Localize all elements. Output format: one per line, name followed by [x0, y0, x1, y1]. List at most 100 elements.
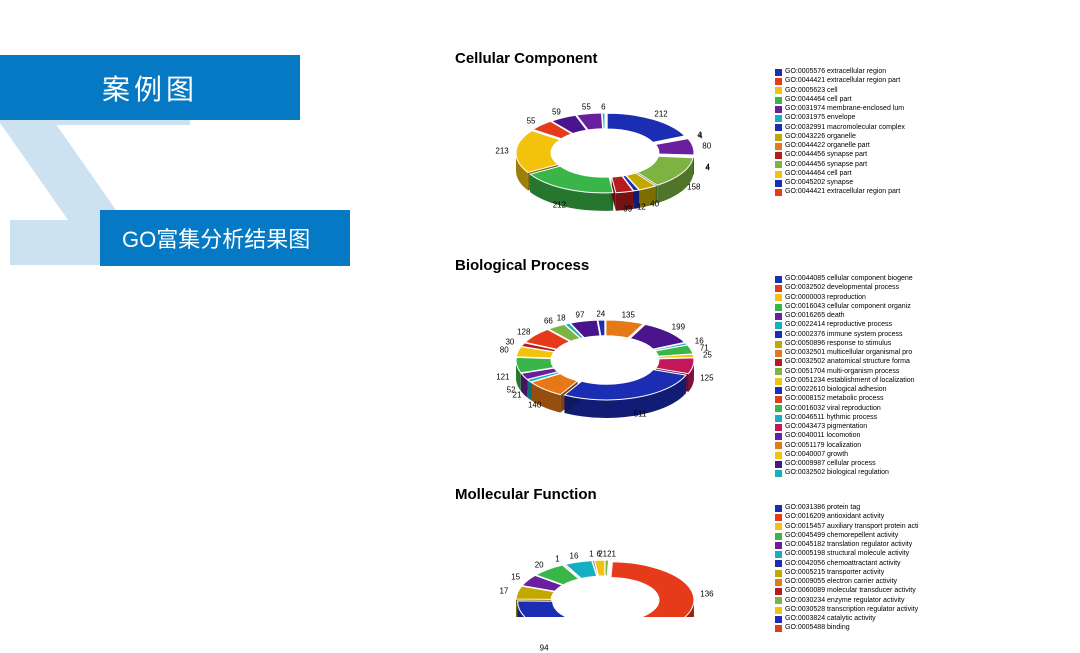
legend-item: GO:0044464 cell part: [775, 170, 905, 179]
legend-item: GO:0015457 auxiliary transport protein a…: [775, 523, 918, 532]
legend-text: GO:0051234 establishment of localization: [785, 377, 915, 386]
legend-item: GO:0031975 envelope: [775, 114, 905, 123]
slice-value-label: 213: [495, 147, 508, 156]
legend-item: GO:0022610 biological adhesion: [775, 386, 915, 395]
legend-text: GO:0040011 locomotion: [785, 432, 860, 441]
legend-text: GO:0044085 cellular component biogene: [785, 275, 913, 284]
slice-value-label: 80: [702, 141, 711, 150]
legend-swatch: [775, 331, 782, 338]
legend-text: GO:0044464 cell part: [785, 96, 852, 105]
legend-swatch: [775, 523, 782, 530]
legend-swatch: [775, 294, 782, 301]
legend-text: GO:0022414 reproductive process: [785, 321, 892, 330]
legend-item: GO:0032502 biological regulation: [775, 469, 915, 478]
legend-item: GO:0016043 cellular component organiz: [775, 303, 915, 312]
chart-row: Biological Process1351991671251255111402…: [455, 257, 1065, 478]
slice-value-label: 24: [596, 309, 605, 318]
legend-text: GO:0031386 protein tag: [785, 504, 860, 513]
legend-swatch: [775, 78, 782, 85]
legend-item: GO:0005576 extracellular region: [775, 68, 905, 77]
legend-swatch: [775, 579, 782, 586]
legend-text: GO:0045499 chemorepellent activity: [785, 532, 898, 541]
legend-swatch: [775, 143, 782, 150]
chart-row: Cellular Component2124480441584012392122…: [455, 50, 1065, 249]
pie-chart: 21211369417152011616: [455, 505, 755, 617]
legend-text: GO:0015457 auxiliary transport protein a…: [785, 523, 918, 532]
slice-value-label: 17: [499, 587, 508, 596]
legend-item: GO:0051234 establishment of localization: [775, 377, 915, 386]
legend-swatch: [775, 405, 782, 412]
slice-value-label: 30: [505, 338, 514, 347]
legend-text: GO:0032991 macromolecular complex: [785, 124, 905, 133]
legend-swatch: [775, 570, 782, 577]
legend-text: GO:0044456 synapse part: [785, 161, 867, 170]
legend-text: GO:0040007 growth: [785, 451, 848, 460]
legend-item: GO:0030234 enzyme regulator activity: [775, 597, 918, 606]
legend-swatch: [775, 378, 782, 385]
legend-item: GO:0040011 locomotion: [775, 432, 915, 441]
legend-item: GO:0044456 synapse part: [775, 151, 905, 160]
legend-swatch: [775, 470, 782, 477]
legend-item: GO:0044464 cell part: [775, 96, 905, 105]
legend-text: GO:0042056 chemoattractant activity: [785, 560, 901, 569]
legend-text: GO:0030528 transcription regulator activ…: [785, 606, 918, 615]
slice-value-label: 511: [634, 410, 647, 419]
legend-text: GO:0043473 pigmentation: [785, 423, 867, 432]
slice-value-label: 12: [637, 203, 646, 212]
legend-text: GO:0044422 organelle part: [785, 142, 870, 151]
legend-item: GO:0043226 organelle: [775, 133, 905, 142]
legend-text: GO:0045182 translation regulator activit…: [785, 541, 912, 550]
slice-value-label: 212: [654, 110, 667, 119]
legend: GO:0031386 protein tagGO:0016209 antioxi…: [775, 504, 918, 633]
legend-item: GO:0046511 hythmic process: [775, 414, 915, 423]
legend-swatch: [775, 560, 782, 567]
slice-value-label: 158: [687, 183, 700, 192]
legend-swatch: [775, 87, 782, 94]
slice-value-label: 55: [527, 116, 536, 125]
legend-item: GO:0016265 death: [775, 312, 915, 321]
legend-text: GO:0005215 transporter activity: [785, 569, 884, 578]
slice-value-label: 15: [511, 573, 520, 582]
legend-text: GO:0044421 extracellular region part: [785, 188, 900, 197]
slice-value-label: 40: [650, 200, 659, 209]
legend-swatch: [775, 625, 782, 632]
slice-value-label: 140: [528, 400, 541, 409]
legend-item: GO:0043473 pigmentation: [775, 423, 915, 432]
slice-value-label: 20: [535, 560, 544, 569]
chart-title: Cellular Component: [455, 50, 755, 67]
legend-item: GO:0040007 growth: [775, 451, 915, 460]
legend-text: GO:0046511 hythmic process: [785, 414, 877, 423]
legend-swatch: [775, 387, 782, 394]
legend-text: GO:0044456 synapse part: [785, 151, 867, 160]
legend-text: GO:0031975 envelope: [785, 114, 855, 123]
slice-value-label: 199: [672, 323, 685, 332]
slice-value-label: 1: [555, 555, 559, 564]
legend-text: GO:0030234 enzyme regulator activity: [785, 597, 904, 606]
slice-value-label: 18: [557, 314, 566, 323]
legend-text: GO:0005488 binding: [785, 624, 850, 633]
charts-column: Cellular Component2124480441584012392122…: [455, 50, 1065, 641]
slice-value-label: 136: [700, 589, 713, 598]
header-title: 案例图: [102, 68, 198, 108]
legend-swatch: [775, 189, 782, 196]
legend-item: GO:0032502 developmental process: [775, 284, 915, 293]
slice-value-label: 125: [700, 373, 713, 382]
slice-value-label: 25: [703, 351, 712, 360]
legend-swatch: [775, 588, 782, 595]
legend-swatch: [775, 97, 782, 104]
legend-item: GO:0045499 chemorepellent activity: [775, 532, 918, 541]
legend-text: GO:0044421 extracellular region part: [785, 77, 900, 86]
legend-text: GO:0060089 molecular transducer activity: [785, 587, 916, 596]
legend-item: GO:0000003 reproduction: [775, 294, 915, 303]
legend-item: GO:0002376 immune system process: [775, 331, 915, 340]
legend-item: GO:0032991 macromolecular complex: [775, 124, 905, 133]
legend-swatch: [775, 106, 782, 113]
legend-text: GO:0008152 metabolic process: [785, 395, 883, 404]
legend-text: GO:0016032 viral reproduction: [785, 405, 881, 414]
legend-item: GO:0016209 antioxidant activity: [775, 513, 918, 522]
chart-title: Mollecular Function: [455, 486, 755, 503]
legend-item: GO:0009055 electron carrier activity: [775, 578, 918, 587]
slice-value-label: 59: [552, 108, 561, 117]
legend-swatch: [775, 616, 782, 623]
slice-value-label: 97: [576, 311, 585, 320]
